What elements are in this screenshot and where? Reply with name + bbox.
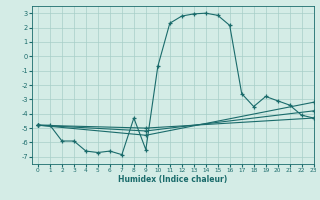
- X-axis label: Humidex (Indice chaleur): Humidex (Indice chaleur): [118, 175, 228, 184]
